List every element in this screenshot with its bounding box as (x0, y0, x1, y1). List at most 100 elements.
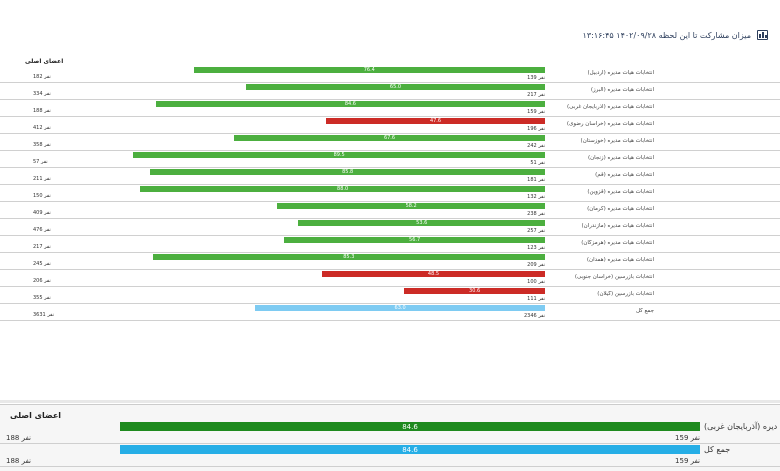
election-row[interactable]: 150 نفر 88.0 132 نفر انتخابات هیات مدیره (ق… (0, 184, 780, 202)
participation-bar: 53.6 (298, 220, 545, 226)
eligible-count: 355 نفر (33, 295, 51, 301)
voted-count: 196 نفر (527, 126, 545, 132)
panel-header: میزان مشارکت تا این لحظه ۱۴۰۲/۰۹/۲۸ ۱۳:۱… (583, 30, 768, 40)
election-row[interactable]: 206 نفر 48.5 100 نفر انتخابات بازرسین (خراس… (0, 269, 780, 287)
eligible-count: 150 نفر (33, 193, 51, 199)
voted-count: 111 نفر (527, 296, 545, 302)
election-row[interactable]: 182 نفر 76.4 139 نفر انتخابات هیات مدیره (ا… (0, 65, 780, 83)
participation-percent: 84.6 (402, 445, 418, 454)
voted-count: 139 نفر (527, 75, 545, 81)
voted-count: 181 نفر (527, 177, 545, 183)
voted-count: 242 نفر (527, 143, 545, 149)
participation-percent: 65.0 (389, 84, 402, 90)
participation-percent: 85.3 (343, 254, 355, 260)
eligible-count: 182 نفر (33, 74, 51, 80)
participation-bar: 85.3 (152, 254, 545, 260)
participation-bar: 67.6 (234, 135, 545, 141)
election-label: انتخابات هیات مدیره (اردبیل) (587, 70, 654, 76)
election-row[interactable]: 412 نفر 47.6 196 نفر انتخابات هیات مدیره (خ… (0, 116, 780, 134)
eligible-count: 217 نفر (33, 244, 51, 250)
election-row[interactable]: 409 نفر 58.2 238 نفر انتخابات هیات مدیره (ک… (0, 201, 780, 219)
election-label: انتخابات هیات مدیره (کرمان) (587, 206, 654, 212)
voted-count: 238 نفر (527, 211, 545, 217)
participation-bar: 47.6 (326, 118, 545, 124)
participation-bar: 56.7 (284, 237, 545, 243)
participation-bar: 84.6 (155, 101, 545, 107)
election-row[interactable]: 188 نفر 84.6 159 نفر انتخابات هیات مدیره (آ… (0, 99, 780, 117)
eligible-count: 188 نفر (6, 457, 31, 465)
voted-count: 100 نفر (527, 279, 545, 285)
election-row[interactable]: 355 نفر 30.6 111 نفر انتخابات بازرسین (گیلا… (0, 286, 780, 304)
participation-bar: 30.6 (404, 288, 545, 294)
participation-bar: 58.2 (277, 203, 545, 209)
panel-title: میزان مشارکت تا این لحظه ۱۴۰۲/۰۹/۲۸ ۱۳:۱… (582, 30, 751, 40)
election-row[interactable]: 476 نفر 53.6 257 نفر انتخابات هیات مدیره (م… (0, 218, 780, 236)
eligible-count: 188 نفر (33, 108, 51, 114)
eligible-count: 57 نفر (33, 159, 48, 165)
election-label: انتخابات هیات مدیره (خوزستان) (580, 138, 654, 144)
bar-chart-icon (757, 30, 768, 40)
eligible-count: 409 نفر (33, 210, 51, 216)
participation-bar: 89.5 (133, 152, 545, 158)
participation-panel: میزان مشارکت تا این لحظه ۱۴۰۲/۰۹/۲۸ ۱۳:۱… (0, 30, 780, 321)
election-label: انتخابات هیات مدیره (البرز) (590, 87, 654, 93)
voted-count: 123 نفر (527, 245, 545, 251)
zoom-total-row[interactable]: 188 نفر 84.6 159 نفر جمع کل (0, 444, 780, 467)
participation-percent: 48.5 (427, 271, 440, 277)
eligible-count: 211 نفر (33, 176, 51, 182)
zoom-panel: اعضای اصلی 188 نفر 84.6 159 نفر دیره (آذربا… (0, 404, 780, 471)
voted-count: 257 نفر (527, 228, 545, 234)
participation-percent: 47.6 (429, 118, 442, 124)
election-label: انتخابات هیات مدیره (هرمزگان) (581, 240, 654, 246)
participation-percent: 85.8 (342, 169, 354, 175)
election-row[interactable]: 57 نفر 89.5 51 نفر انتخابات هیات مدیره (زنج… (0, 150, 780, 168)
voted-count: 217 نفر (527, 92, 545, 98)
election-row[interactable]: 217 نفر 56.7 123 نفر انتخابات هیات مدیره (ه… (0, 235, 780, 253)
election-row[interactable]: 211 نفر 85.8 181 نفر انتخابات هیات مدیره (ق… (0, 167, 780, 185)
election-label: انتخابات هیات مدیره (خراسان رضوی) (566, 121, 654, 127)
participation-bar: 84.6 (120, 445, 700, 454)
election-label: انتخابات بازرسین (گیلان) (597, 291, 654, 297)
election-label: جمع کل (635, 308, 654, 314)
section-label: اعضای اصلی (25, 58, 64, 65)
election-label: انتخابات هیات مدیره (آذربایجان غربی) (567, 104, 654, 110)
participation-percent: 30.6 (469, 288, 481, 294)
voted-count: 159 نفر (675, 434, 700, 442)
participation-percent: 56.7 (409, 237, 421, 243)
eligible-count: 245 نفر (33, 261, 51, 267)
election-row[interactable]: 334 نفر 65.0 217 نفر انتخابات هیات مدیره (ا… (0, 82, 780, 100)
election-row[interactable]: 358 نفر 67.6 242 نفر انتخابات هیات مدیره (خ… (0, 133, 780, 151)
participation-percent: 53.6 (416, 220, 428, 226)
voted-count: 159 نفر (675, 457, 700, 465)
participation-percent: 89.5 (333, 152, 345, 158)
election-label: انتخابات هیات مدیره (مازندران) (581, 223, 654, 229)
voted-count: 2346 نفر (523, 313, 545, 319)
election-label: دیره (آذربایجان غربی) (704, 422, 778, 431)
participation-percent: 84.6 (344, 101, 356, 107)
voted-count: 51 نفر (530, 160, 545, 166)
election-label: جمع کل (704, 445, 731, 454)
participation-bar: 84.6 (120, 422, 700, 431)
zoom-election-row[interactable]: 188 نفر 84.6 159 نفر دیره (آذربایجان غربی) (0, 421, 780, 444)
eligible-count: 3631 نفر (33, 312, 55, 318)
participation-percent: 76.4 (363, 67, 375, 73)
participation-percent: 84.6 (402, 422, 418, 431)
participation-bar: 63.0 (255, 305, 545, 311)
participation-percent: 88.0 (337, 186, 349, 192)
eligible-count: 476 نفر (33, 227, 51, 233)
voted-count: 209 نفر (527, 262, 545, 268)
eligible-count: 334 نفر (33, 91, 51, 97)
election-label: انتخابات هیات مدیره (قزوین) (587, 189, 654, 195)
zoom-section-label: اعضای اصلی (10, 411, 62, 420)
election-label: انتخابات هیات مدیره (زنجان) (587, 155, 654, 161)
total-row[interactable]: 3631 نفر 63.0 2346 نفر جمع کل (0, 303, 780, 321)
participation-percent: 63.0 (394, 305, 406, 311)
eligible-count: 412 نفر (33, 125, 51, 131)
eligible-count: 188 نفر (6, 434, 31, 442)
participation-bar: 76.4 (193, 67, 545, 73)
election-row[interactable]: 245 نفر 85.3 209 نفر انتخابات هیات مدیره (ه… (0, 252, 780, 270)
voted-count: 159 نفر (527, 109, 545, 115)
election-label: انتخابات بازرسین (خراسان جنوبی) (574, 274, 654, 280)
eligible-count: 358 نفر (33, 142, 51, 148)
participation-percent: 58.2 (405, 203, 417, 209)
